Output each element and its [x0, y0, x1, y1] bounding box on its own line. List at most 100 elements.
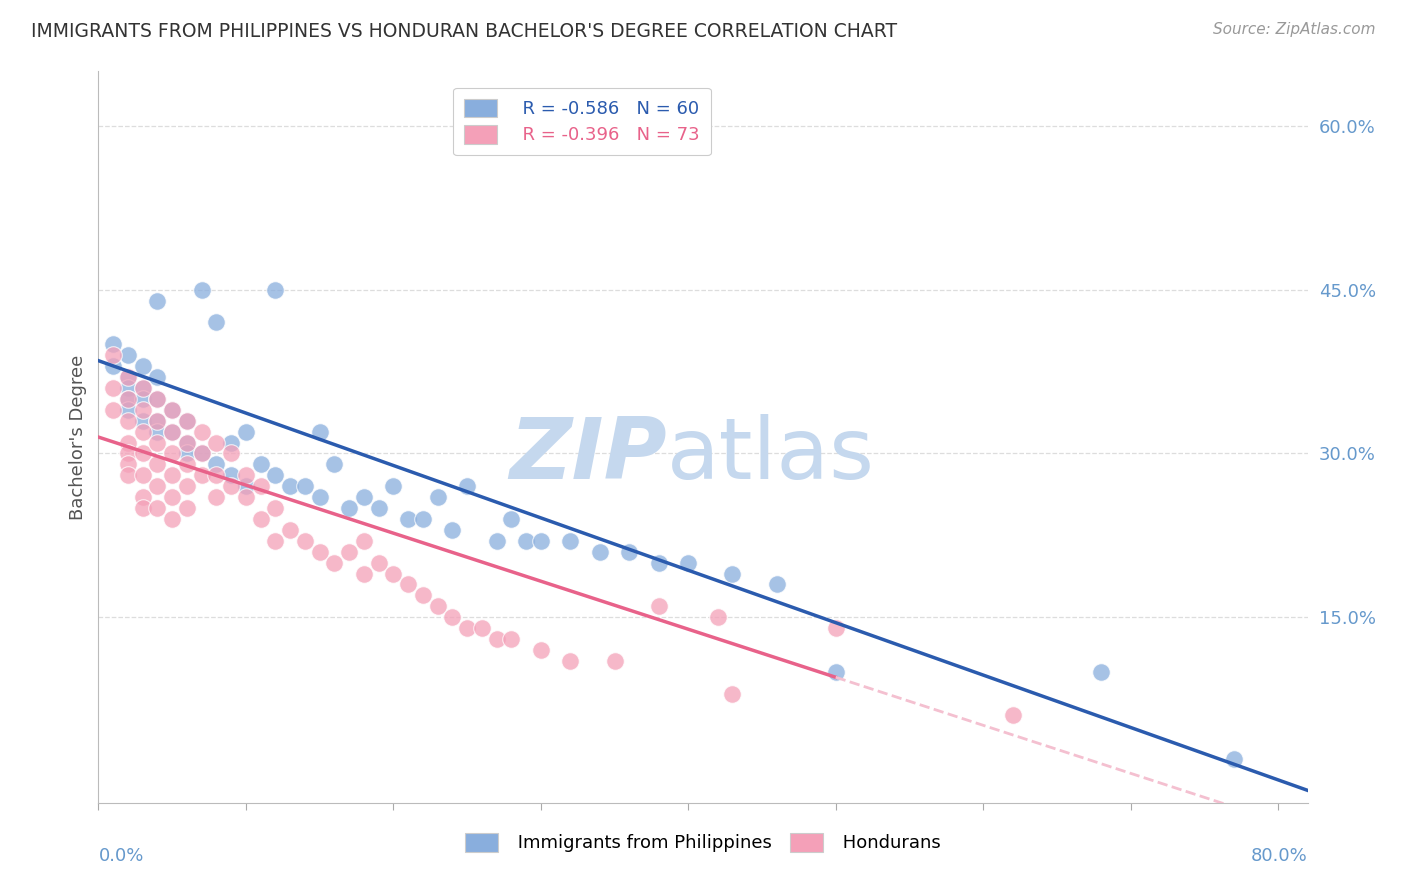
Point [501, 632, 523, 646]
Point [101, 337, 124, 351]
Point [308, 545, 330, 559]
Point [131, 468, 153, 483]
Point [323, 458, 346, 472]
Point [426, 599, 449, 614]
Point [146, 501, 169, 516]
Point [160, 402, 183, 417]
Point [353, 533, 375, 548]
Point [146, 293, 169, 308]
Point [160, 425, 183, 439]
Point [117, 458, 139, 472]
Point [117, 402, 139, 417]
Point [235, 425, 257, 439]
Point [176, 479, 198, 493]
Point [176, 458, 198, 472]
Point [294, 533, 316, 548]
Point [530, 643, 553, 657]
Point [824, 621, 846, 635]
Point [648, 599, 671, 614]
Point [117, 370, 139, 384]
Point [294, 479, 316, 493]
Point [160, 425, 183, 439]
Point [176, 501, 198, 516]
Point [117, 446, 139, 460]
Point [131, 402, 153, 417]
Point [323, 556, 346, 570]
Point [205, 315, 228, 329]
Point [205, 468, 228, 483]
Point [441, 610, 464, 624]
Point [485, 632, 508, 646]
Point [117, 435, 139, 450]
Text: Source: ZipAtlas.com: Source: ZipAtlas.com [1212, 22, 1375, 37]
Point [176, 435, 198, 450]
Point [337, 501, 360, 516]
Point [146, 392, 169, 406]
Point [101, 359, 124, 373]
Point [176, 414, 198, 428]
Text: IMMIGRANTS FROM PHILIPPINES VS HONDURAN BACHELOR'S DEGREE CORRELATION CHART: IMMIGRANTS FROM PHILIPPINES VS HONDURAN … [31, 22, 897, 41]
Point [456, 479, 478, 493]
Point [190, 446, 212, 460]
Point [117, 392, 139, 406]
Text: atlas: atlas [666, 414, 875, 497]
Point [706, 610, 728, 624]
Point [205, 490, 228, 504]
Point [219, 435, 242, 450]
Point [589, 545, 612, 559]
Point [308, 490, 330, 504]
Point [131, 381, 153, 395]
Text: 80.0%: 80.0% [1251, 847, 1308, 864]
Point [131, 359, 153, 373]
Point [176, 414, 198, 428]
Point [396, 577, 419, 591]
Point [353, 566, 375, 581]
Point [560, 533, 582, 548]
Point [219, 446, 242, 460]
Point [530, 533, 553, 548]
Point [101, 348, 124, 362]
Point [117, 414, 139, 428]
Point [441, 523, 464, 537]
Point [146, 370, 169, 384]
Point [160, 490, 183, 504]
Point [190, 446, 212, 460]
Point [117, 348, 139, 362]
Point [264, 533, 287, 548]
Point [101, 381, 124, 395]
Point [131, 446, 153, 460]
Point [337, 545, 360, 559]
Point [412, 588, 434, 602]
Text: 0.0%: 0.0% [98, 847, 143, 864]
Point [131, 501, 153, 516]
Point [367, 501, 389, 516]
Point [382, 479, 405, 493]
Point [131, 414, 153, 428]
Point [101, 402, 124, 417]
Point [367, 556, 389, 570]
Point [176, 446, 198, 460]
Point [824, 665, 846, 679]
Point [146, 414, 169, 428]
Point [249, 458, 271, 472]
Point [515, 533, 537, 548]
Y-axis label: Bachelor's Degree: Bachelor's Degree [69, 354, 87, 520]
Point [160, 402, 183, 417]
Point [485, 533, 508, 548]
Point [160, 512, 183, 526]
Point [146, 414, 169, 428]
Point [456, 621, 478, 635]
Legend:  Immigrants from Philippines,  Hondurans: Immigrants from Philippines, Hondurans [458, 826, 948, 860]
Point [1223, 752, 1246, 766]
Point [721, 687, 744, 701]
Point [117, 392, 139, 406]
Point [603, 654, 626, 668]
Point [131, 392, 153, 406]
Point [1001, 708, 1024, 723]
Point [396, 512, 419, 526]
Point [205, 435, 228, 450]
Text: ZIP: ZIP [509, 414, 666, 497]
Point [117, 381, 139, 395]
Point [146, 458, 169, 472]
Point [205, 458, 228, 472]
